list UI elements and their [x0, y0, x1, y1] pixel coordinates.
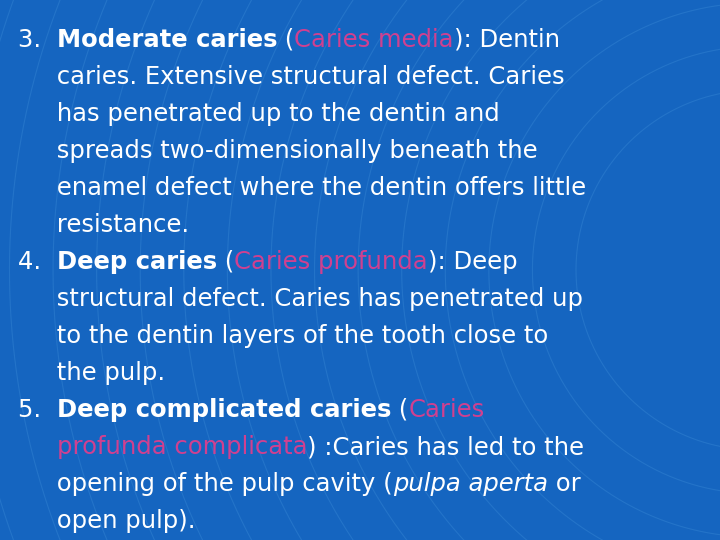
Text: opening of the pulp cavity (: opening of the pulp cavity (: [18, 472, 392, 496]
Text: resistance.: resistance.: [18, 213, 189, 237]
Text: structural defect. Caries has penetrated up: structural defect. Caries has penetrated…: [18, 287, 583, 311]
Text: or: or: [548, 472, 580, 496]
Text: Moderate caries: Moderate caries: [57, 28, 277, 52]
Text: Deep complicated caries: Deep complicated caries: [57, 398, 391, 422]
Text: open pulp).: open pulp).: [18, 509, 196, 533]
Text: to the dentin layers of the tooth close to: to the dentin layers of the tooth close …: [18, 324, 548, 348]
Text: (: (: [217, 250, 234, 274]
Text: the pulp.: the pulp.: [18, 361, 165, 385]
Text: (: (: [391, 398, 408, 422]
Text: caries. Extensive structural defect. Caries: caries. Extensive structural defect. Car…: [18, 65, 564, 89]
Text: ): Deep: ): Deep: [428, 250, 517, 274]
Text: Caries: Caries: [408, 398, 485, 422]
Text: ): Dentin: ): Dentin: [454, 28, 560, 52]
Text: ) :Caries has led to the: ) :Caries has led to the: [307, 435, 584, 459]
Text: (: (: [277, 28, 294, 52]
Text: spreads two-dimensionally beneath the: spreads two-dimensionally beneath the: [18, 139, 538, 163]
Text: Deep caries: Deep caries: [57, 250, 217, 274]
Text: enamel defect where the dentin offers little: enamel defect where the dentin offers li…: [18, 176, 586, 200]
Text: 3.: 3.: [18, 28, 57, 52]
Text: profunda complicata: profunda complicata: [57, 435, 307, 459]
Text: has penetrated up to the dentin and: has penetrated up to the dentin and: [18, 102, 500, 126]
Text: Caries profunda: Caries profunda: [234, 250, 428, 274]
Text: 4.: 4.: [18, 250, 57, 274]
Text: 5.: 5.: [18, 398, 57, 422]
Text: Caries media: Caries media: [294, 28, 454, 52]
Text: pulpa aperta: pulpa aperta: [392, 472, 548, 496]
